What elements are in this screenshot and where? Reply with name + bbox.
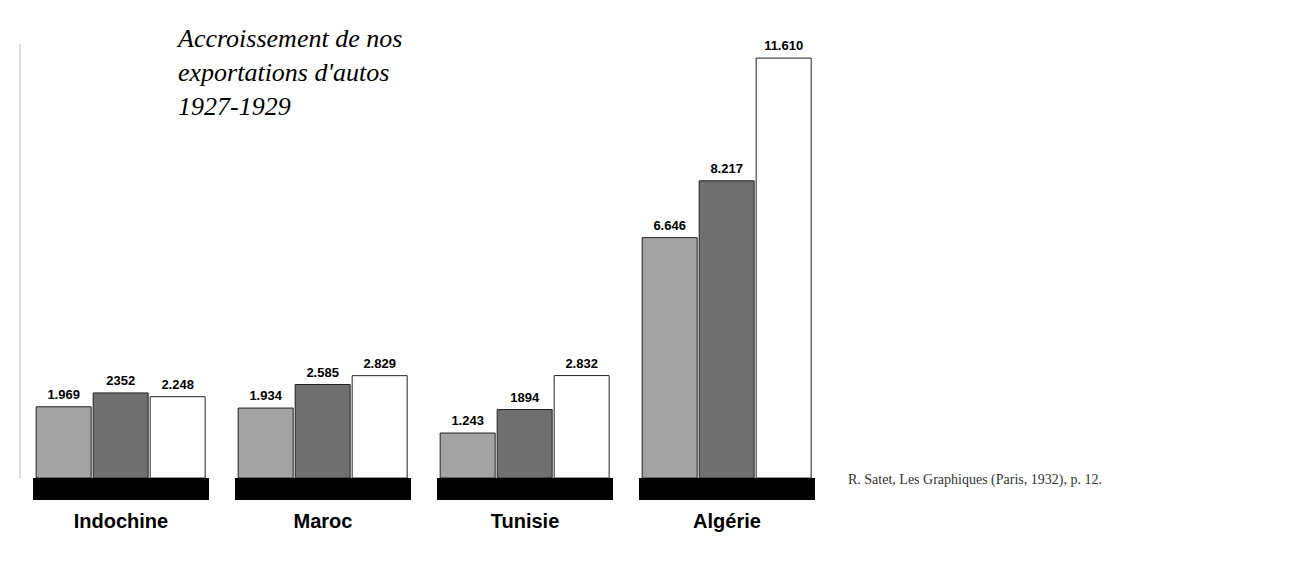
svg-text:Tunisie: Tunisie: [491, 510, 560, 532]
html-text:Accroissement de nos exportati: Accroissement de nos exportations d'auto…: [178, 24, 403, 121]
svg-text:1.969: 1.969: [47, 387, 80, 402]
svg-text:1.934: 1.934: [249, 388, 282, 403]
svg-text:Maroc: Maroc: [294, 510, 353, 532]
svg-text:Algérie: Algérie: [693, 510, 761, 532]
svg-text:2.248: 2.248: [161, 377, 194, 392]
svg-text:1.243: 1.243: [451, 413, 484, 428]
svg-text:11.610: 11.610: [764, 38, 803, 53]
svg-text:2.832: 2.832: [565, 356, 598, 371]
html-text:R. Satet, Les Graphiques (Pari: R. Satet, Les Graphiques (Paris, 1932), …: [848, 472, 1102, 487]
svg-text:2352: 2352: [106, 373, 135, 388]
svg-text:2.829: 2.829: [363, 356, 396, 371]
svg-text:6.646: 6.646: [653, 218, 686, 233]
svg-text:1894: 1894: [510, 390, 540, 405]
svg-text:Indochine: Indochine: [74, 510, 168, 532]
svg-text:2.585: 2.585: [306, 365, 339, 380]
svg-text:8.217: 8.217: [710, 161, 743, 176]
